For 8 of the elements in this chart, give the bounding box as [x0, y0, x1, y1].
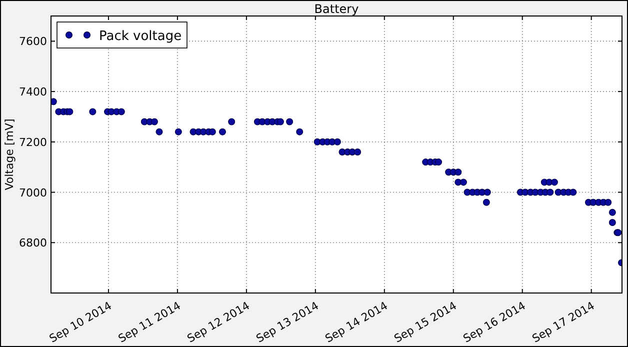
y-tick-label: 7600	[19, 35, 47, 48]
legend-label: Pack voltage	[99, 29, 182, 44]
y-tick-label: 6800	[19, 236, 47, 250]
y-tick-label: 7200	[19, 136, 47, 149]
y-tick-label: 7000	[19, 186, 47, 200]
y-axis-title: Voltage [mV]	[3, 118, 16, 190]
y-tick-label: 7400	[19, 86, 47, 99]
chart-title: Battery	[314, 2, 359, 16]
